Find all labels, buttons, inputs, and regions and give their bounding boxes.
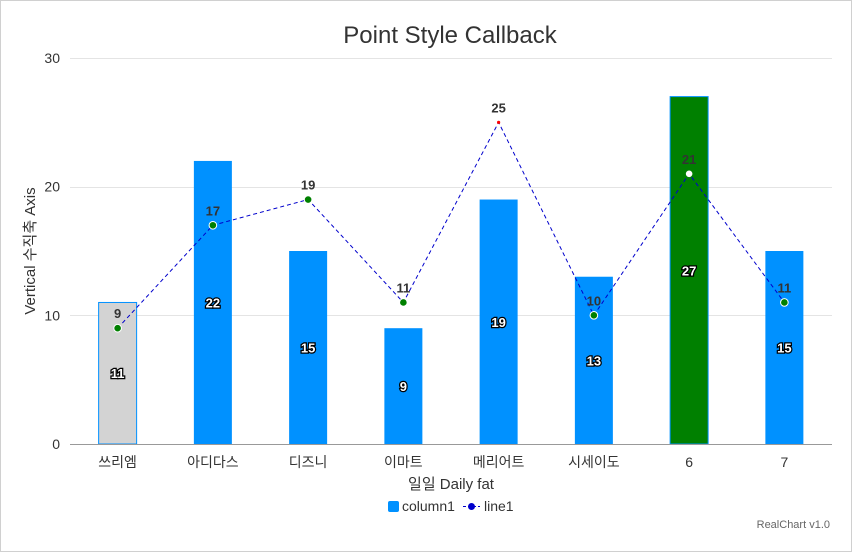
bar-value-label-2: 15: [301, 341, 315, 356]
legend-column1-label: column1: [402, 498, 455, 514]
line1-value-label-5: 10: [587, 293, 601, 308]
line1-point-1: [208, 220, 218, 230]
legend-line1-swatch-marker: [468, 503, 475, 510]
bar-2: [289, 251, 328, 444]
line1-path: [117, 121, 785, 329]
y-axis-title: Vertical 수직축 Axis: [22, 187, 39, 314]
line1-value-label-6: 21: [682, 152, 696, 167]
legend-item-column1[interactable]: column1: [388, 498, 455, 514]
bar-value-label-6: 27: [682, 263, 696, 278]
x-axis-title: 일일 Daily fat: [408, 476, 495, 493]
line1-value-label-1: 17: [206, 203, 220, 218]
x-tick-label-1: 아디다스: [187, 454, 239, 470]
line1-point-6: [684, 169, 694, 179]
chart-title: Point Style Callback: [343, 22, 557, 49]
legend-column1-swatch: [388, 501, 399, 512]
bar-1: [193, 160, 232, 444]
y-tick-label-0: 0: [52, 436, 60, 452]
x-tick-label-5: 시세이도: [568, 454, 620, 470]
line1-value-label-3: 11: [397, 280, 411, 295]
x-tick-label-0: 쓰리엠: [98, 454, 137, 470]
line1-value-label-2: 19: [301, 178, 315, 193]
bar-value-label-5: 13: [587, 353, 601, 368]
line-series: [113, 120, 789, 333]
y-tick-label-1: 10: [44, 307, 60, 323]
data-labels: 11 22 15 9 19 13 27 15 9 17 19 11 25 10 21 11: [110, 100, 793, 395]
bar-series: [98, 96, 804, 445]
y-tick-label-2: 20: [44, 179, 60, 195]
bar-4: [479, 199, 518, 444]
bar-value-label-3: 9: [400, 379, 407, 394]
line1-point-4: [497, 120, 501, 124]
bar-value-label-0: 11: [111, 366, 125, 381]
line1-point-0: [113, 323, 122, 333]
line1-point-7: [780, 298, 789, 307]
line1-point-5: [589, 311, 599, 320]
y-tick-label-3: 30: [44, 50, 60, 66]
legend[interactable]: column1 line1: [388, 498, 514, 514]
x-axis-ticks: 쓰리엠 아디다스 디즈니 이마트 메리어트 시세이도 6 7: [98, 454, 788, 470]
chart-credit: RealChart v1.0: [757, 519, 830, 531]
bar-value-label-1: 22: [206, 295, 220, 310]
bar-5: [574, 276, 613, 444]
grid-lines: [70, 58, 832, 316]
x-tick-label-3: 이마트: [384, 454, 423, 470]
bar-value-label-4: 19: [491, 315, 505, 330]
x-tick-label-6: 6: [685, 454, 693, 470]
bar-value-label-7: 15: [777, 341, 791, 356]
bar-7: [765, 251, 804, 444]
line1-value-label-4: 25: [491, 100, 505, 115]
line1-point-2: [303, 195, 313, 204]
legend-line1-label: line1: [484, 498, 514, 514]
line1-value-label-0: 9: [114, 306, 121, 321]
bar-6: [669, 96, 709, 445]
x-tick-label-2: 디즈니: [289, 454, 328, 470]
line1-value-label-7: 11: [778, 280, 792, 295]
line1-point-3: [399, 298, 408, 307]
y-axis-ticks: 0 10 20 30: [44, 50, 60, 452]
x-tick-label-7: 7: [780, 454, 788, 470]
legend-item-line1[interactable]: line1: [463, 498, 514, 514]
bar-3: [384, 328, 423, 444]
x-tick-label-4: 메리어트: [473, 454, 525, 470]
